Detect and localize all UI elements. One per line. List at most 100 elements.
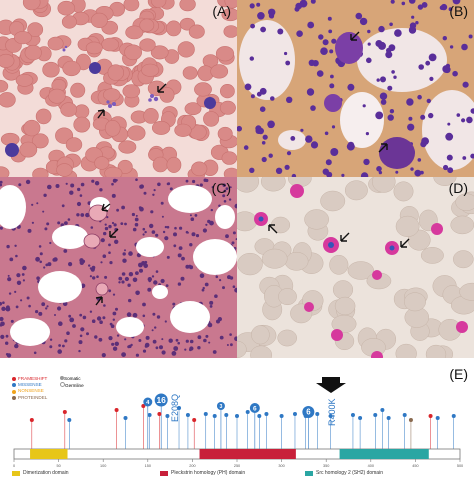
nucleus [100, 261, 103, 264]
nucleus [142, 233, 145, 236]
red-blood-cell [334, 296, 356, 316]
nucleus [171, 351, 177, 356]
marrow-cell [447, 122, 451, 126]
nucleus [160, 201, 164, 205]
mutation-head [123, 416, 128, 420]
nucleus [90, 226, 94, 229]
legend-swatch [60, 382, 65, 388]
marrow-cell [290, 136, 296, 141]
nucleus [211, 186, 214, 189]
legend-swatch [12, 377, 16, 382]
nucleus [143, 191, 147, 195]
red-blood-cell [85, 41, 103, 55]
nucleus [108, 336, 113, 341]
marrow-cell [420, 170, 424, 175]
nucleus [172, 302, 176, 306]
marrow-cell [255, 125, 262, 132]
mutation-head [451, 414, 456, 418]
nucleus [0, 301, 3, 306]
red-blood-cell [150, 0, 167, 8]
nucleus [134, 217, 139, 222]
nucleus [22, 265, 27, 271]
marrow-cell [468, 34, 473, 39]
nucleus [214, 294, 218, 298]
marrow-cell [378, 25, 385, 33]
axis-tick-label: 450 [412, 464, 418, 468]
marrow-cell [360, 172, 369, 177]
red-blood-cell [127, 125, 146, 141]
red-blood-cell [237, 340, 247, 358]
nucleus [139, 184, 144, 189]
marrow-cell [341, 173, 345, 177]
nucleus [229, 186, 232, 189]
legend-swatch [12, 389, 16, 394]
red-blood-cell [217, 126, 233, 141]
red-blood-cell [104, 166, 123, 177]
nucleus [38, 311, 43, 316]
nucleus [15, 305, 19, 309]
neutrophil [204, 97, 216, 109]
legend-label: FRAMESHIFT [18, 376, 48, 381]
nucleus [177, 253, 182, 258]
red-blood-cell [125, 25, 144, 40]
domain-swatch [160, 470, 168, 476]
nucleus [66, 331, 70, 335]
nucleus [58, 321, 63, 326]
marrow-cell [408, 0, 416, 4]
nucleus [128, 251, 133, 256]
marrow-cell [243, 145, 249, 150]
nucleus [205, 178, 209, 183]
nucleus [36, 202, 39, 205]
nucleus [78, 340, 83, 345]
mutation-count-label: 6 [306, 408, 311, 417]
nucleus [201, 288, 205, 292]
highlight-label-r400k: R400K [327, 398, 337, 426]
marrow-cell [417, 94, 422, 100]
nucleus [0, 180, 3, 184]
nucleus [165, 284, 169, 287]
nucleus [57, 306, 62, 311]
panel-label: (A) [212, 3, 231, 19]
mutation-head [141, 404, 146, 408]
nucleus [92, 276, 96, 280]
nucleus [86, 332, 89, 336]
mutation-head [279, 414, 284, 418]
marrow-cell [388, 44, 396, 52]
nucleus [2, 301, 5, 304]
nucleus [195, 234, 200, 238]
domain-legend-ph: Pleckstrin homology (PH) domain [160, 470, 245, 476]
nucleus [64, 221, 68, 225]
marrow-cell [394, 29, 402, 37]
nucleus [225, 187, 229, 190]
nucleus [98, 337, 103, 342]
nucleus [44, 227, 48, 231]
marrow-cell [466, 116, 473, 124]
red-blood-cell [251, 325, 270, 345]
nucleus [185, 339, 189, 343]
nucleus [222, 194, 226, 198]
marrow-cell [257, 12, 265, 20]
nucleus [135, 214, 138, 217]
marrow-cell [375, 111, 384, 120]
marrow-cell [320, 47, 328, 55]
red-blood-cell [347, 261, 374, 280]
marrow-cell [325, 159, 332, 166]
mutation-head [245, 410, 250, 414]
mutation-head [114, 408, 119, 412]
nucleus [185, 179, 189, 183]
nucleus [27, 228, 32, 233]
nucleus [80, 327, 85, 332]
marrow-cell [300, 128, 304, 132]
nucleus [104, 223, 107, 226]
nucleus [45, 307, 48, 310]
nucleus [110, 324, 115, 328]
nucleus [151, 329, 154, 332]
nucleus [68, 314, 72, 318]
nucleus [114, 239, 119, 244]
nucleus [223, 200, 227, 203]
nucleus [20, 299, 23, 302]
red-blood-cell [22, 0, 41, 11]
nucleus [209, 300, 214, 305]
marrow-cell [277, 28, 284, 35]
marrow-cell [425, 60, 431, 66]
